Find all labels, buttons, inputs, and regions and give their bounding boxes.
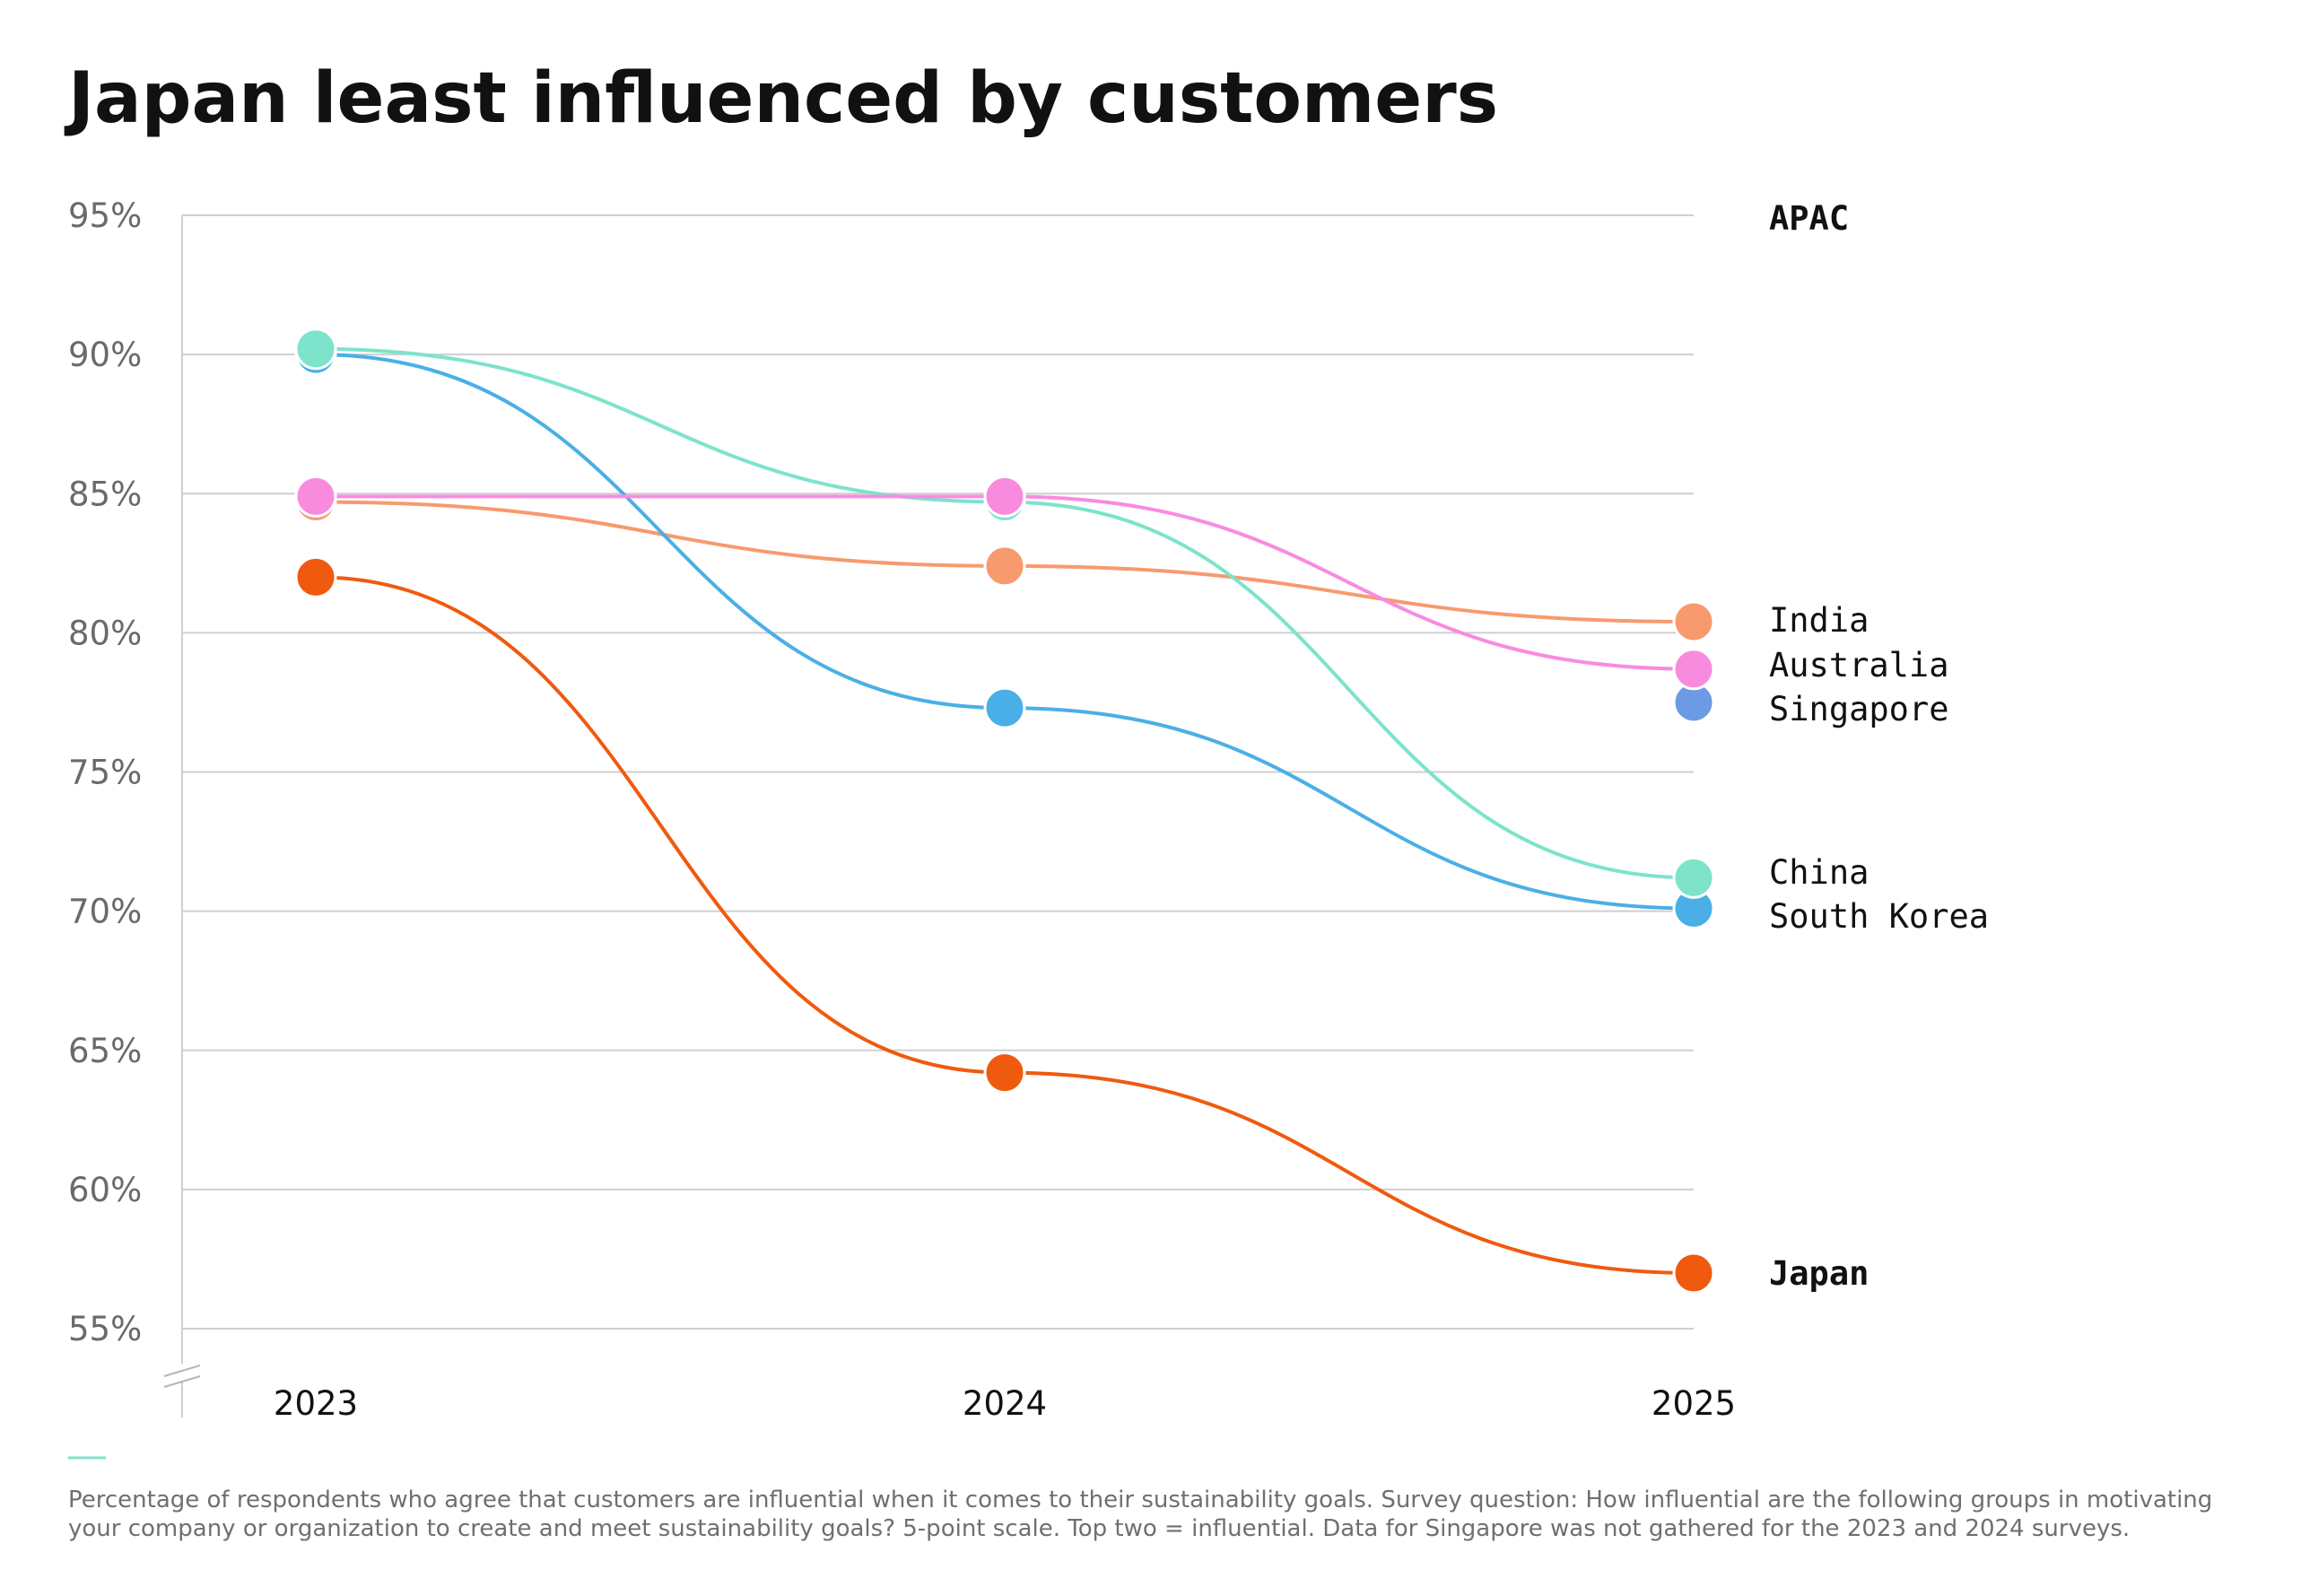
- series-label-south-korea: South Korea: [1769, 897, 1989, 936]
- x-tick-label: 2023: [274, 1384, 358, 1423]
- axis-break-mark: [163, 1375, 201, 1388]
- x-tick-label: 2025: [1652, 1384, 1736, 1423]
- series-labels: India Australia Singapore China South Korea J…: [1769, 601, 1989, 1293]
- footnote-line: Percentage of respondents who agree that…: [68, 1487, 2212, 1513]
- point-china-2025: [1672, 856, 1715, 899]
- series-points: [294, 327, 1715, 1295]
- point-japan-2025: [1672, 1252, 1715, 1295]
- footnote-line: your company or organization to create a…: [68, 1515, 2130, 1542]
- point-australia-2023: [294, 475, 337, 518]
- axis-break-mark: [163, 1365, 201, 1377]
- axes: [163, 215, 201, 1417]
- point-india-2024: [983, 545, 1026, 588]
- point-australia-2025: [1672, 648, 1715, 691]
- series-label-singapore: Singapore: [1769, 690, 1948, 728]
- y-tick-label: 65%: [68, 1032, 142, 1070]
- y-tick-label: 70%: [68, 893, 142, 931]
- series-line-japan: [315, 575, 1695, 1275]
- y-tick-label: 60%: [68, 1171, 142, 1209]
- series-label-china: China: [1769, 853, 1869, 892]
- y-tick-label: 90%: [68, 336, 142, 374]
- footnote: Percentage of respondents who agree that…: [68, 1456, 2212, 1542]
- x-tick-label: 2024: [963, 1384, 1047, 1423]
- y-tick-label: 75%: [68, 754, 142, 792]
- point-india-2025: [1672, 600, 1715, 643]
- y-tick-label: 55%: [68, 1310, 142, 1348]
- y-tick-label: 95%: [68, 196, 142, 235]
- series-label-australia: Australia: [1769, 646, 1948, 685]
- series-line-south-korea: [315, 353, 1695, 911]
- point-australia-2024: [983, 475, 1026, 518]
- point-south-korea-2024: [983, 686, 1026, 729]
- series-label-japan: Japan: [1769, 1254, 1869, 1293]
- series-line-china: [315, 346, 1695, 880]
- y-axis-ticks: 95% 90% 85% 80% 75% 70% 65% 60% 55%: [68, 196, 142, 1348]
- grid: [182, 214, 1694, 1330]
- x-axis-ticks: 2023 2024 2025: [274, 1384, 1736, 1423]
- chart-title: Japan least influenced by customers: [64, 58, 1498, 139]
- point-japan-2024: [983, 1051, 1026, 1095]
- point-japan-2023: [294, 555, 337, 598]
- group-label-apac: APAC: [1769, 199, 1849, 238]
- point-china-2023: [294, 327, 337, 371]
- series-label-india: India: [1769, 601, 1869, 640]
- y-tick-label: 80%: [68, 614, 142, 652]
- y-tick-label: 85%: [68, 475, 142, 513]
